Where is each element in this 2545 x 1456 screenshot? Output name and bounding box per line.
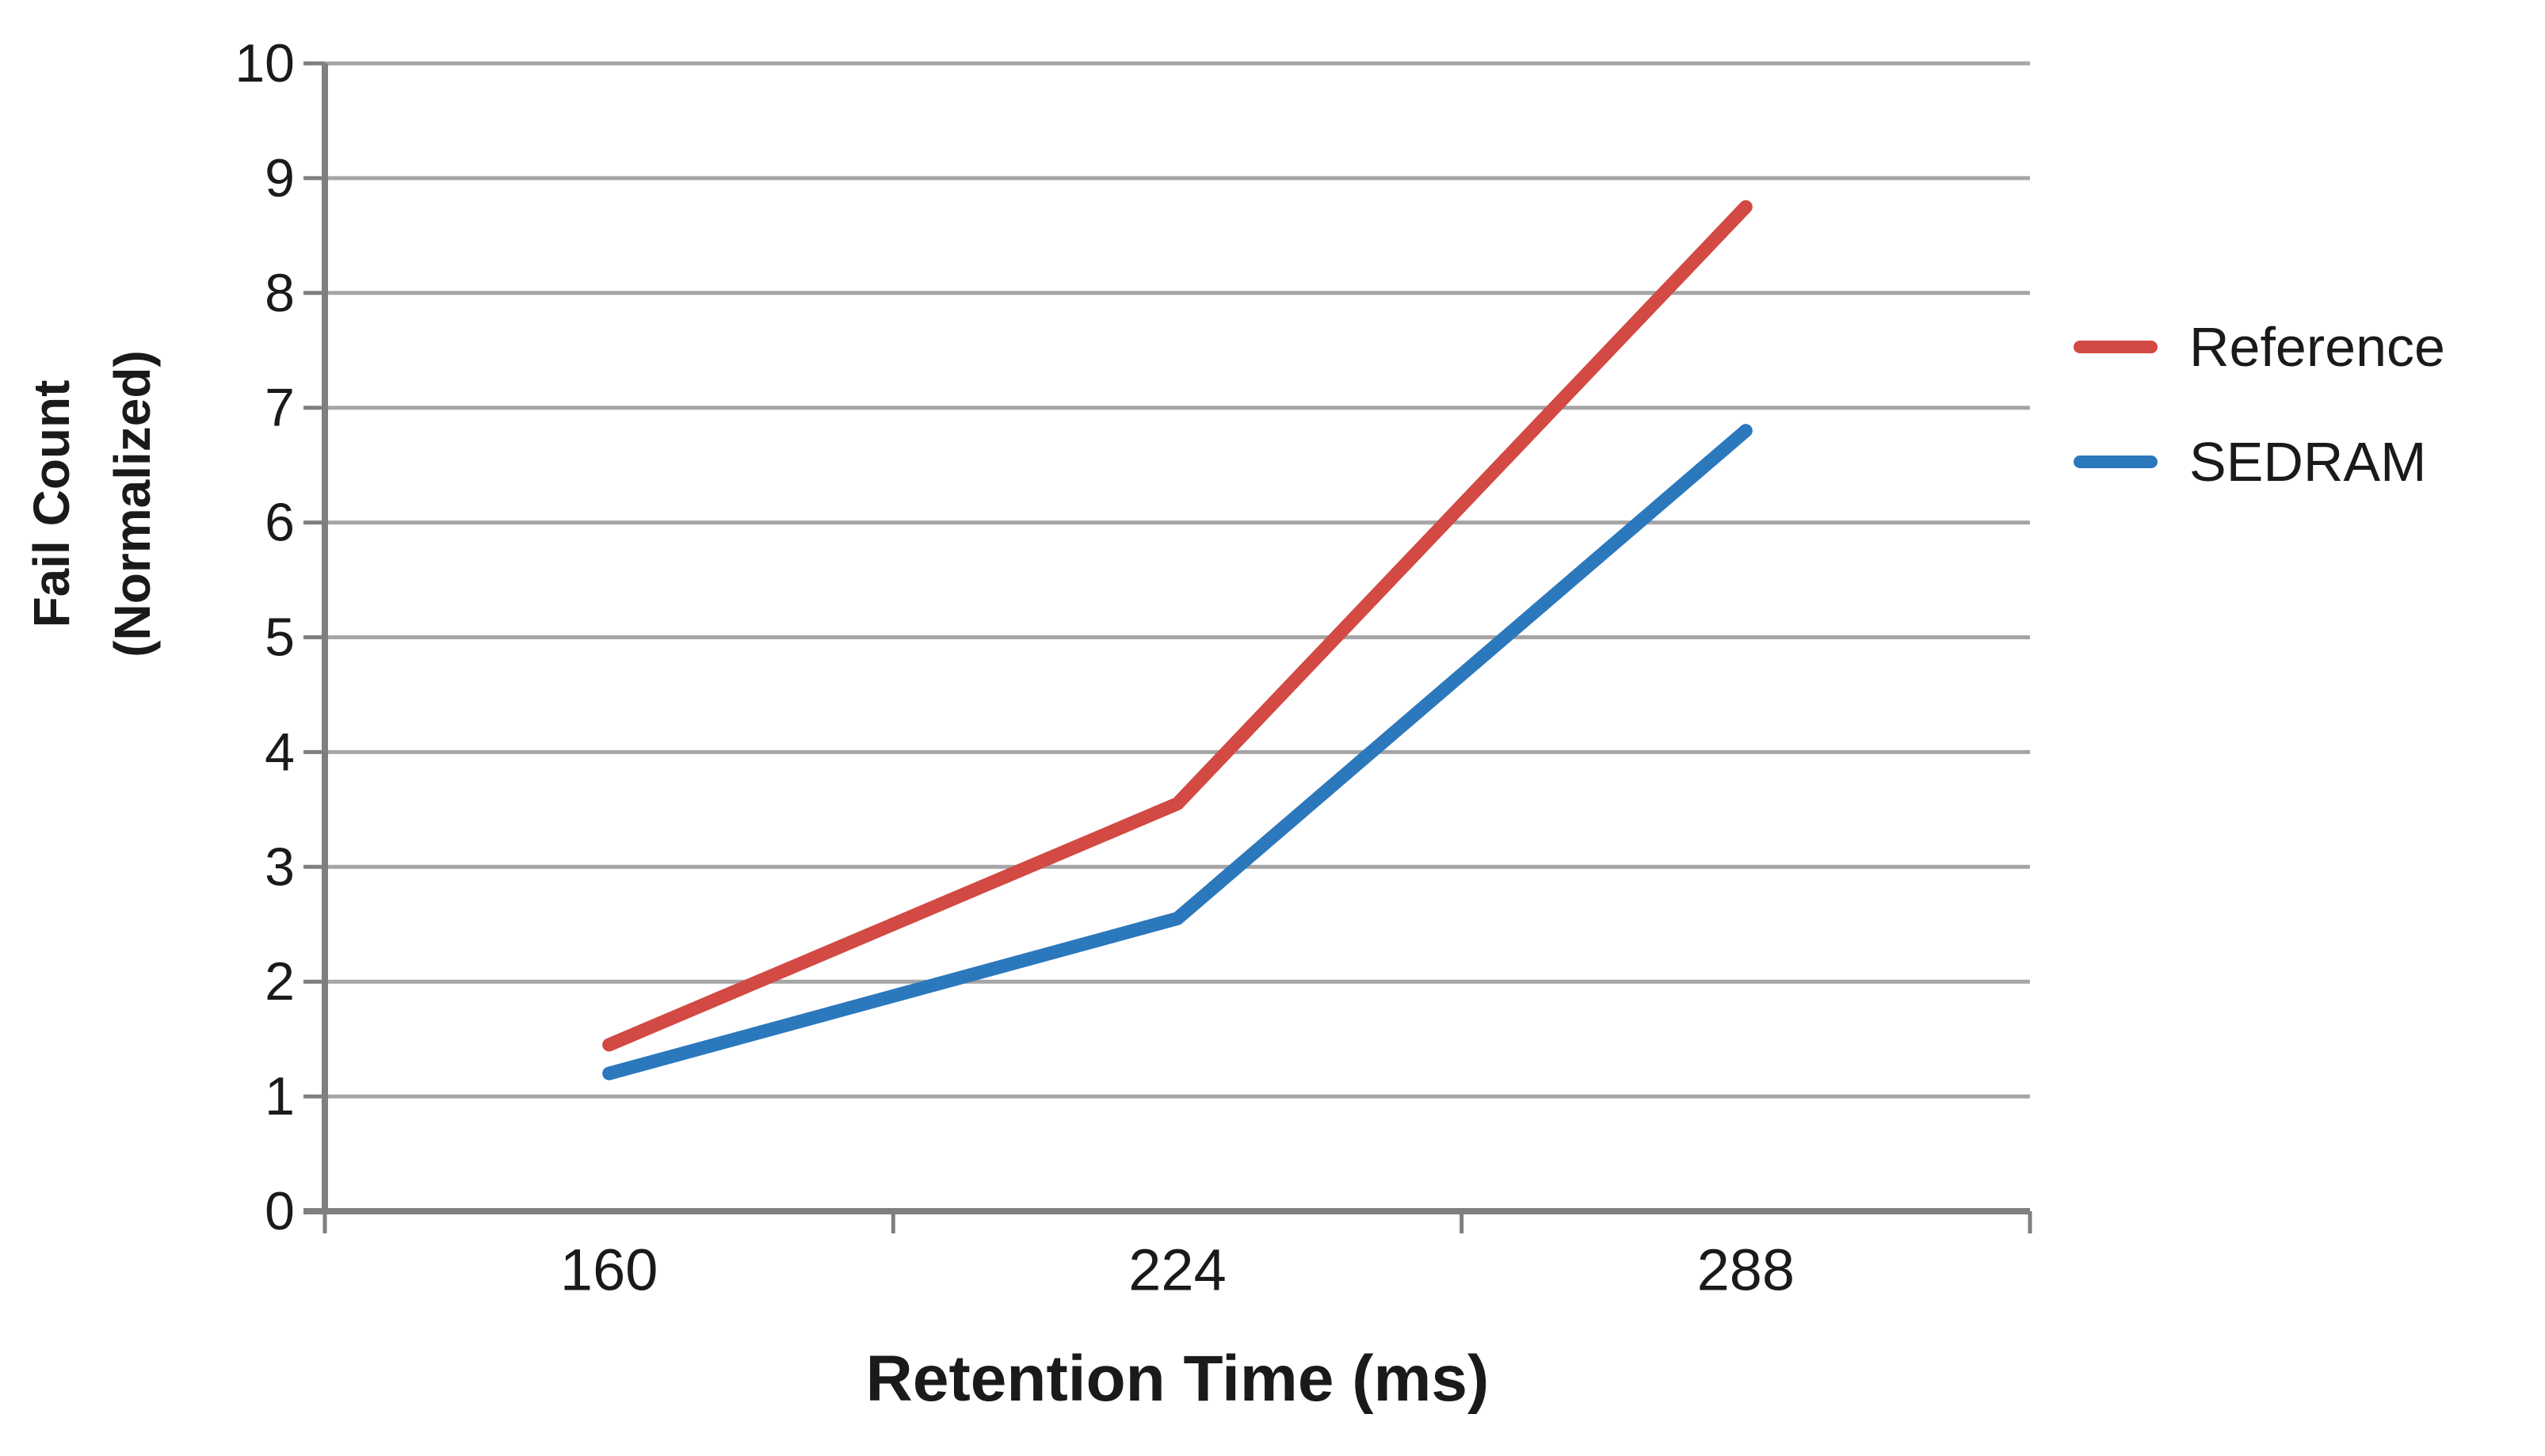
legend-label-reference: Reference [2189, 316, 2445, 378]
x-tick-label: 224 [1128, 1237, 1226, 1303]
legend-item-sedram: SEDRAM [2074, 430, 2445, 494]
y-tick-label: 0 [265, 1181, 295, 1241]
series-line-sedram [602, 424, 1753, 1081]
y-tick-label: 9 [265, 148, 295, 208]
y-axis-title-line1: Fail Count [23, 379, 80, 628]
legend-label-sedram: SEDRAM [2189, 431, 2427, 493]
x-tick-label: 160 [560, 1237, 658, 1303]
y-tick-label: 4 [265, 722, 295, 782]
y-tick-label: 5 [265, 608, 295, 668]
x-tick-label: 288 [1697, 1237, 1795, 1303]
y-tick-label: 7 [265, 378, 295, 438]
y-tick-label: 2 [265, 951, 295, 1012]
y-axis-title-line2: (Normalized) [104, 350, 161, 657]
y-tick-label: 10 [235, 33, 295, 93]
y-tick-label: 8 [265, 263, 295, 323]
legend-item-reference: Reference [2074, 315, 2445, 379]
reference-line-swatch [2074, 341, 2158, 353]
series-line-reference [602, 200, 1753, 1052]
y-tick-label: 6 [265, 493, 295, 553]
sedram-line-swatch [2074, 455, 2158, 468]
y-tick-label: 1 [265, 1066, 295, 1126]
y-axis-title: Fail Count (Normalized) [11, 345, 177, 662]
legend: Reference SEDRAM [2074, 315, 2445, 545]
y-tick-label: 3 [265, 837, 295, 897]
x-axis-title: Retention Time (ms) [865, 1343, 1490, 1415]
